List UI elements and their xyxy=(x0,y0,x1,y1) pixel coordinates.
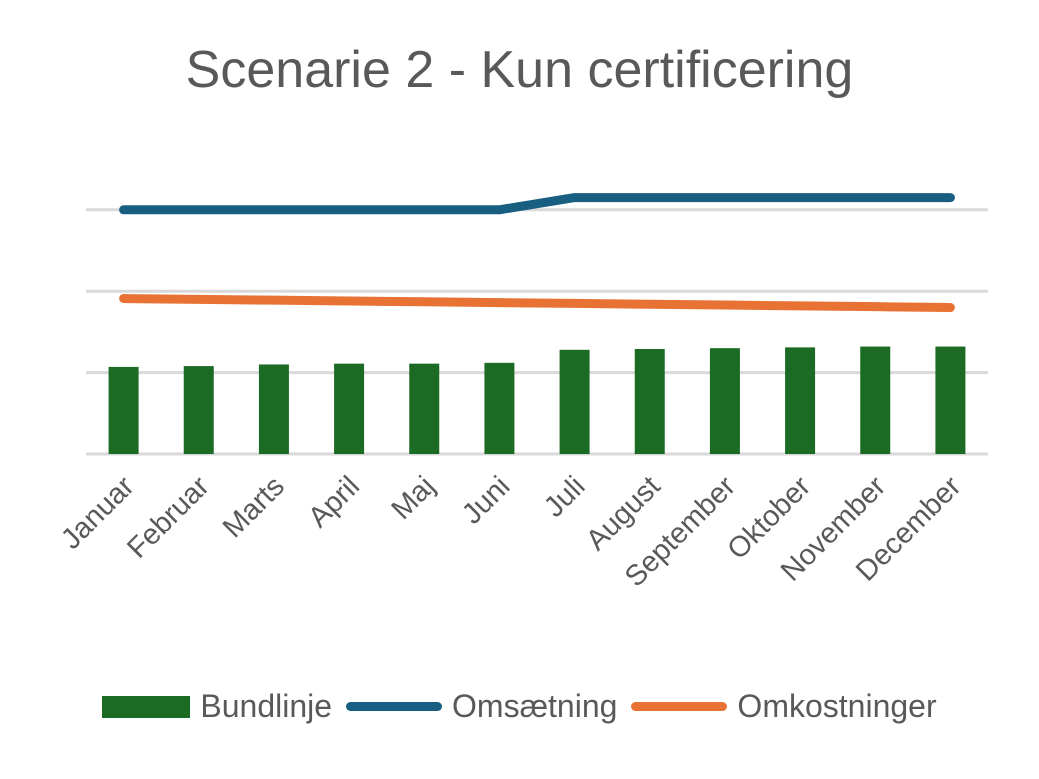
legend-label: Omsætning xyxy=(452,688,618,724)
legend-item-bundlinje: Bundlinje xyxy=(102,688,332,725)
bar-bundlinje xyxy=(559,349,590,454)
bar-bundlinje xyxy=(785,347,816,454)
line-series xyxy=(119,193,955,215)
legend-item-omkostninger: Omkostninger xyxy=(631,688,937,725)
bar-bundlinje xyxy=(108,366,139,454)
chart-title: Scenarie 2 - Kun certificering xyxy=(185,41,854,99)
legend-line-swatch-icon xyxy=(346,702,443,711)
x-tick-label: Juni xyxy=(456,470,516,530)
x-tick-label: Juli xyxy=(538,470,591,523)
legend-label: Omkostninger xyxy=(737,688,937,724)
legend-line-swatch-icon xyxy=(631,702,728,711)
bar-bundlinje xyxy=(409,363,440,454)
legend: Bundlinje Omsætning Omkostninger xyxy=(0,688,1039,725)
legend-item-omsaetning: Omsætning xyxy=(346,688,617,725)
x-tick-label: Februar xyxy=(121,470,216,565)
x-tick-label: Marts xyxy=(217,470,291,544)
x-tick-label: April xyxy=(302,470,366,534)
bar-bundlinje xyxy=(709,348,740,454)
x-tick-label: Maj xyxy=(386,470,442,526)
line-series xyxy=(119,294,955,312)
bar-bundlinje xyxy=(634,348,665,454)
legend-bar-swatch-icon xyxy=(102,695,191,718)
bar-bundlinje xyxy=(334,363,365,454)
bar-bundlinje xyxy=(860,346,891,454)
bar-bundlinje xyxy=(183,366,214,454)
bar-bundlinje xyxy=(935,346,966,454)
legend-label: Bundlinje xyxy=(200,688,333,724)
bar-bundlinje xyxy=(258,364,289,454)
bar-bundlinje xyxy=(484,362,515,454)
